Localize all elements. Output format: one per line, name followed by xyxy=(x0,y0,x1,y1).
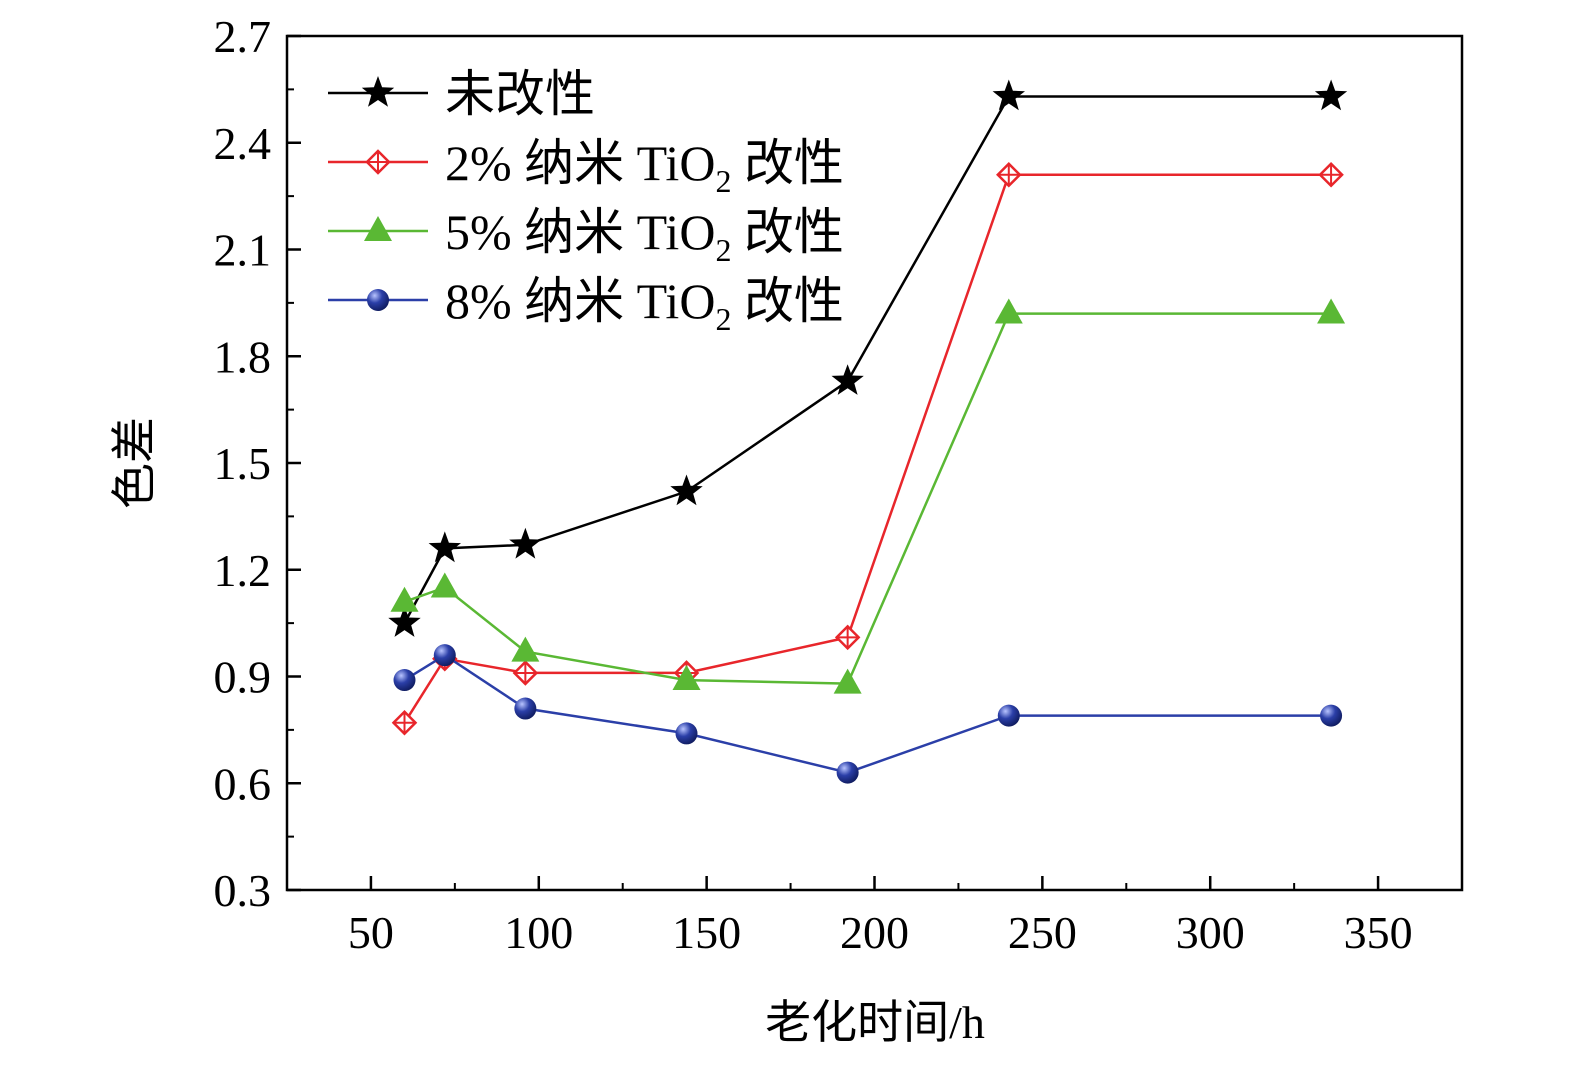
legend-label-tail: 改性 xyxy=(731,204,844,260)
star-marker xyxy=(509,527,542,559)
x-tick-label: 250 xyxy=(1008,907,1077,958)
triangle-marker xyxy=(994,298,1023,324)
y-tick-label: 2.1 xyxy=(214,225,272,276)
legend-label-tail: 改性 xyxy=(731,135,844,191)
y-tick-label: 1.5 xyxy=(214,438,272,489)
diamond-cross xyxy=(367,151,389,173)
x-tick-label: 50 xyxy=(348,907,394,958)
legend-label-main: 5% 纳米 TiO xyxy=(445,204,715,260)
legend-label: 2% 纳米 TiO2 改性 xyxy=(445,135,844,199)
series-line xyxy=(404,312,1332,685)
triangle-marker xyxy=(1317,298,1346,324)
legend-item: 2% 纳米 TiO2 改性 xyxy=(328,135,844,199)
legend-label-main: 2% 纳米 TiO xyxy=(445,135,715,191)
legend-item: 5% 纳米 TiO2 改性 xyxy=(328,204,844,268)
sphere-marker xyxy=(1320,704,1343,727)
diamond-cross xyxy=(997,163,1020,186)
triangle-marker xyxy=(511,636,540,662)
y-tick-label: 2.7 xyxy=(214,11,272,62)
star-marker xyxy=(992,79,1025,111)
star-marker xyxy=(1314,79,1348,111)
x-tick-label: 300 xyxy=(1176,907,1245,958)
sphere-marker xyxy=(675,722,698,745)
legend-item: 8% 纳米 TiO2 改性 xyxy=(328,273,844,337)
y-tick-label: 0.6 xyxy=(214,758,272,809)
star-marker xyxy=(831,364,864,395)
x-tick-label: 150 xyxy=(672,907,741,958)
x-tick-label: 100 xyxy=(504,907,573,958)
diamond-cross xyxy=(393,711,416,734)
y-tick-label: 0.9 xyxy=(214,652,272,703)
sphere-marker xyxy=(836,761,859,784)
legend-label-sub: 2 xyxy=(715,232,731,268)
diamond-cross xyxy=(836,626,859,649)
y-tick-label: 1.2 xyxy=(214,545,272,596)
legend-label-sub: 2 xyxy=(715,301,731,337)
star-marker xyxy=(428,531,461,563)
triangle-marker xyxy=(430,572,459,598)
series-star xyxy=(388,79,1348,637)
star-marker xyxy=(361,76,395,107)
legend-label-sub: 2 xyxy=(715,163,731,199)
star-marker xyxy=(670,474,703,506)
legend-label: 5% 纳米 TiO2 改性 xyxy=(445,204,844,268)
x-axis-label: 老化时间/h xyxy=(765,997,985,1048)
star-marker xyxy=(388,606,421,637)
triangle-marker xyxy=(833,668,862,694)
sphere-marker xyxy=(514,697,537,720)
sphere-marker xyxy=(367,289,389,311)
series-sphere xyxy=(393,644,1343,784)
triangle-marker xyxy=(672,665,701,691)
axes: 50 100 150 200 250 300 350 0.3 0.6 0.9 1.2 1.5 1.8 2.… xyxy=(214,11,1464,958)
y-tick-label: 1.8 xyxy=(214,331,272,382)
x-tick-label: 350 xyxy=(1344,907,1413,958)
sphere-marker xyxy=(997,704,1020,727)
triangle-marker xyxy=(390,586,419,612)
y-tick-label: 0.3 xyxy=(214,865,272,916)
y-tick-label: 2.4 xyxy=(214,118,272,169)
y-axis-label: 色差 xyxy=(109,417,160,509)
legend-label-tail: 改性 xyxy=(731,273,844,329)
legend-label-main: 8% 纳米 TiO xyxy=(445,273,715,329)
sphere-marker xyxy=(393,669,416,692)
legend-label: 8% 纳米 TiO2 改性 xyxy=(445,273,844,337)
legend-item: 未改性 xyxy=(328,66,595,122)
series-triangle xyxy=(390,298,1346,694)
triangle-marker xyxy=(364,216,392,241)
x-tick-label: 200 xyxy=(840,907,909,958)
legend-label-main: 未改性 xyxy=(445,66,595,122)
diamond-cross xyxy=(1320,163,1343,186)
diamond-cross xyxy=(514,661,537,684)
series-group xyxy=(388,79,1348,784)
legend-label: 未改性 xyxy=(445,66,595,122)
sphere-marker xyxy=(433,644,456,667)
